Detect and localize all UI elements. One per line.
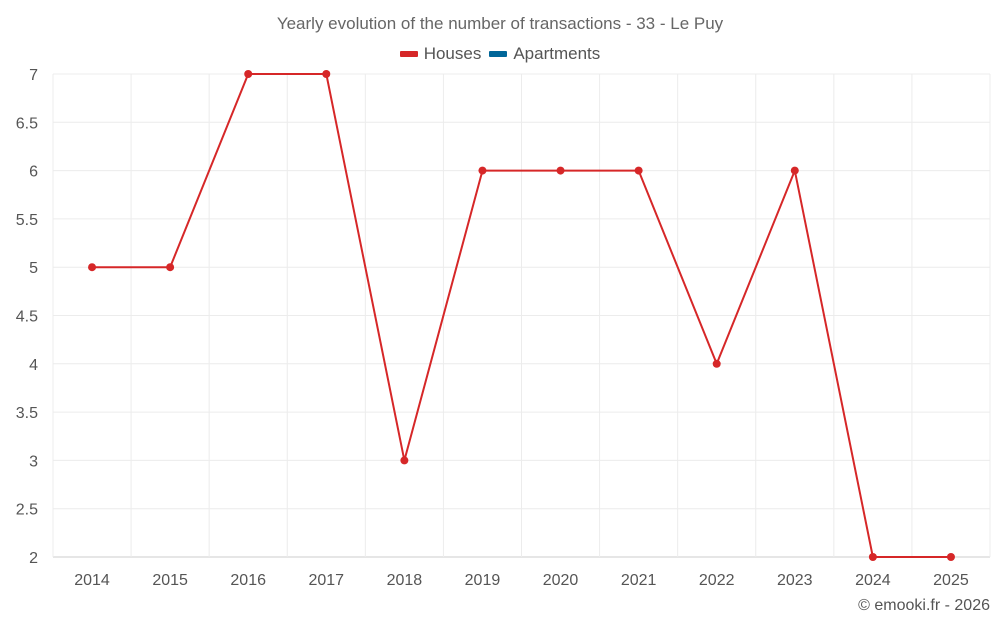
data-point-houses[interactable] [790, 166, 799, 175]
data-point-houses[interactable] [634, 166, 643, 175]
x-tick-label: 2015 [152, 572, 188, 589]
y-tick-label: 5.5 [16, 212, 38, 229]
legend-swatch-houses [399, 51, 418, 57]
x-tick-label: 2023 [777, 572, 813, 589]
x-tick-label: 2017 [308, 572, 344, 589]
data-point-houses[interactable] [556, 166, 565, 175]
data-point-houses[interactable] [946, 553, 955, 561]
y-tick-label: 5 [29, 260, 38, 277]
data-point-houses[interactable] [478, 166, 487, 175]
data-point-houses[interactable] [166, 263, 175, 272]
chart-legend: Houses Apartments [0, 44, 1000, 64]
y-tick-label: 4.5 [16, 309, 38, 326]
copyright-credit: © emooki.fr - 2026 [858, 597, 990, 614]
x-tick-label: 2025 [933, 572, 969, 589]
x-tick-label: 2016 [230, 572, 266, 589]
y-tick-label: 2.5 [16, 502, 38, 519]
x-tick-label: 2019 [465, 572, 501, 589]
x-tick-label: 2024 [855, 572, 891, 589]
data-point-houses[interactable] [322, 70, 331, 78]
x-tick-label: 2021 [621, 572, 657, 589]
y-tick-label: 7 [29, 67, 38, 84]
legend-item-apartments[interactable]: Apartments [489, 44, 600, 64]
x-tick-label: 2014 [74, 572, 110, 589]
chart-title: Yearly evolution of the number of transa… [276, 14, 724, 33]
data-point-houses[interactable] [712, 359, 721, 368]
data-point-houses[interactable] [88, 263, 97, 272]
y-tick-label: 2 [29, 550, 38, 567]
x-tick-label: 2020 [543, 572, 579, 589]
y-tick-label: 6.5 [16, 115, 38, 132]
y-tick-label: 4 [29, 357, 38, 374]
y-tick-label: 3.5 [16, 405, 38, 422]
y-tick-label: 6 [29, 164, 38, 181]
data-point-houses[interactable] [400, 456, 409, 465]
x-tick-label: 2022 [699, 572, 735, 589]
data-point-houses[interactable] [244, 70, 253, 78]
data-point-houses[interactable] [868, 553, 877, 561]
y-tick-label: 3 [29, 453, 38, 470]
legend-label-apartments: Apartments [513, 44, 601, 63]
legend-label-houses: Houses [423, 44, 482, 63]
legend-swatch-apartments [489, 51, 508, 57]
legend-item-houses[interactable]: Houses [399, 44, 482, 64]
x-tick-label: 2018 [387, 572, 423, 589]
series-line-houses [92, 73, 951, 558]
